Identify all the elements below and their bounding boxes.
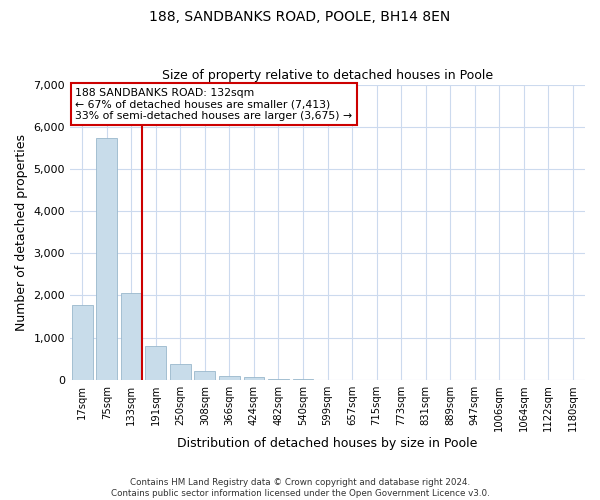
Bar: [219, 376, 240, 380]
Y-axis label: Number of detached properties: Number of detached properties: [15, 134, 28, 330]
Title: Size of property relative to detached houses in Poole: Size of property relative to detached ho…: [162, 69, 493, 82]
Bar: [268, 378, 289, 380]
Bar: [244, 378, 265, 380]
Bar: [293, 379, 313, 380]
Bar: [121, 293, 142, 380]
Bar: [72, 304, 93, 380]
Text: 188, SANDBANKS ROAD, POOLE, BH14 8EN: 188, SANDBANKS ROAD, POOLE, BH14 8EN: [149, 10, 451, 24]
X-axis label: Distribution of detached houses by size in Poole: Distribution of detached houses by size …: [178, 437, 478, 450]
Text: Contains HM Land Registry data © Crown copyright and database right 2024.
Contai: Contains HM Land Registry data © Crown c…: [110, 478, 490, 498]
Bar: [145, 346, 166, 380]
Bar: [170, 364, 191, 380]
Text: 188 SANDBANKS ROAD: 132sqm
← 67% of detached houses are smaller (7,413)
33% of s: 188 SANDBANKS ROAD: 132sqm ← 67% of deta…: [75, 88, 352, 120]
Bar: [97, 138, 117, 380]
Bar: [194, 370, 215, 380]
